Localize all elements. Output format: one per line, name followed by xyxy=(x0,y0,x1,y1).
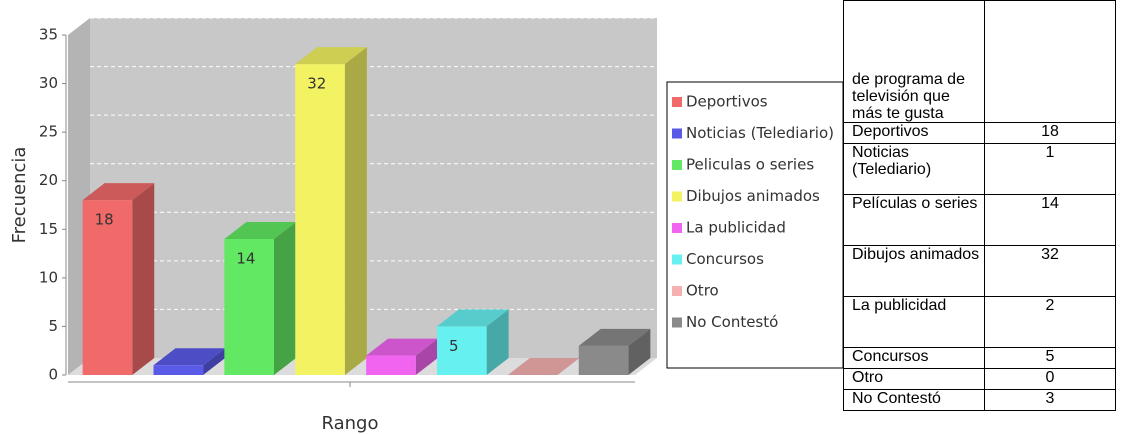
table-cell: Noticias (Telediario) xyxy=(843,143,985,195)
bar-top xyxy=(295,47,367,65)
y-axis-label: Frecuencia xyxy=(9,147,30,244)
legend-swatch xyxy=(672,160,682,170)
table-cell: 3 xyxy=(984,389,1116,411)
y-tick-label: 10 xyxy=(39,268,58,286)
table-cell: Dibujos animados xyxy=(843,245,985,297)
y-tick-label: 15 xyxy=(39,220,58,238)
legend-label: Deportivos xyxy=(686,93,768,111)
legend-swatch xyxy=(672,223,682,233)
bar-top xyxy=(224,222,296,239)
data-table: de programa de televisión que más te gus… xyxy=(843,0,1116,411)
bar xyxy=(153,365,204,375)
bar-top xyxy=(507,358,580,375)
bar xyxy=(224,239,274,375)
bar-side xyxy=(203,348,226,375)
y-tick-label: 35 xyxy=(39,26,58,44)
bar-side xyxy=(628,328,651,375)
chart: Rango Frecuencia 0 5 10 15 20 25 30 35 18 14 32 5 De… xyxy=(9,17,843,434)
header-wrap: de programa de televisión que más te gus… xyxy=(852,71,984,122)
legend-label: Peliculas o series xyxy=(686,156,814,174)
table-cell: 14 xyxy=(984,194,1116,246)
bar-top xyxy=(366,338,438,356)
table-cell: 0 xyxy=(984,368,1116,390)
legend-label: Concursos xyxy=(686,250,764,268)
bar-side xyxy=(486,309,509,375)
table-row: Noticias (Telediario) 1 xyxy=(843,143,1116,195)
table-row: La publicidad 2 xyxy=(843,296,1116,348)
header-text: de programa de televisión que más te gus… xyxy=(852,71,965,122)
table-row: Deportivos 18 xyxy=(843,122,1116,144)
bar-side xyxy=(415,338,438,375)
bar xyxy=(295,64,345,376)
table-cell: Películas o series xyxy=(843,194,985,246)
table-cell: 1 xyxy=(984,143,1116,195)
bar-top xyxy=(578,328,651,346)
table-cell: 2 xyxy=(984,296,1116,348)
legend-label: Dibujos animados xyxy=(686,187,820,205)
table-cell: Concursos xyxy=(843,347,985,369)
legend-swatch xyxy=(672,317,682,328)
bar-top xyxy=(82,183,155,201)
legend-swatch xyxy=(672,128,682,139)
value-label: 18 xyxy=(95,211,114,229)
legend-label: No Contestó xyxy=(686,313,778,331)
bar-side xyxy=(344,47,367,376)
table-cell: Deportivos xyxy=(843,122,985,144)
bar-top xyxy=(437,309,509,327)
table-cell: La publicidad xyxy=(843,296,985,348)
table-cell: No Contestó xyxy=(843,389,985,411)
legend-label: Noticias (Telediario) xyxy=(686,124,834,142)
x-axis-label: Rango xyxy=(322,413,379,434)
bar-side xyxy=(132,183,155,375)
legend-label: Otro xyxy=(686,282,719,300)
bar xyxy=(366,355,416,375)
table-cell: 32 xyxy=(984,245,1116,297)
table-body: de programa de televisión que más te gus… xyxy=(843,0,1116,411)
bar xyxy=(437,326,487,375)
y-tick-label: 25 xyxy=(39,123,58,141)
y-tick-label: 20 xyxy=(39,171,58,189)
y-tick-label: 30 xyxy=(39,74,58,92)
legend-swatch xyxy=(672,97,682,107)
legend-swatch xyxy=(672,254,682,265)
legend xyxy=(666,81,843,369)
table-row: Dibujos animados 32 xyxy=(843,245,1116,297)
value-label: 32 xyxy=(307,75,326,93)
table-row: Otro 0 xyxy=(843,368,1116,390)
bar xyxy=(82,200,133,375)
table-row: Películas o series 14 xyxy=(843,194,1116,246)
back-wall xyxy=(90,18,657,358)
y-tick-label: 5 xyxy=(48,317,58,335)
y-tick-label: 0 xyxy=(48,366,58,384)
header-row: de programa de televisión que más te gus… xyxy=(843,0,1116,123)
bar-side xyxy=(273,222,296,375)
value-label: 14 xyxy=(236,250,255,268)
bar xyxy=(578,345,629,375)
table-cell: Otro xyxy=(843,368,985,390)
table-cell: 18 xyxy=(984,122,1116,144)
legend-swatch xyxy=(672,191,682,202)
table-row: Concursos 5 xyxy=(843,347,1116,369)
bar-top xyxy=(153,348,226,366)
header-empty xyxy=(984,0,1116,123)
value-label: 5 xyxy=(449,337,459,355)
table-cell: 5 xyxy=(984,347,1116,369)
table-row: No Contestó 3 xyxy=(843,389,1116,411)
legend-label: La publicidad xyxy=(686,219,786,237)
legend-swatch xyxy=(672,286,682,296)
header-cell: de programa de televisión que más te gus… xyxy=(843,0,985,123)
